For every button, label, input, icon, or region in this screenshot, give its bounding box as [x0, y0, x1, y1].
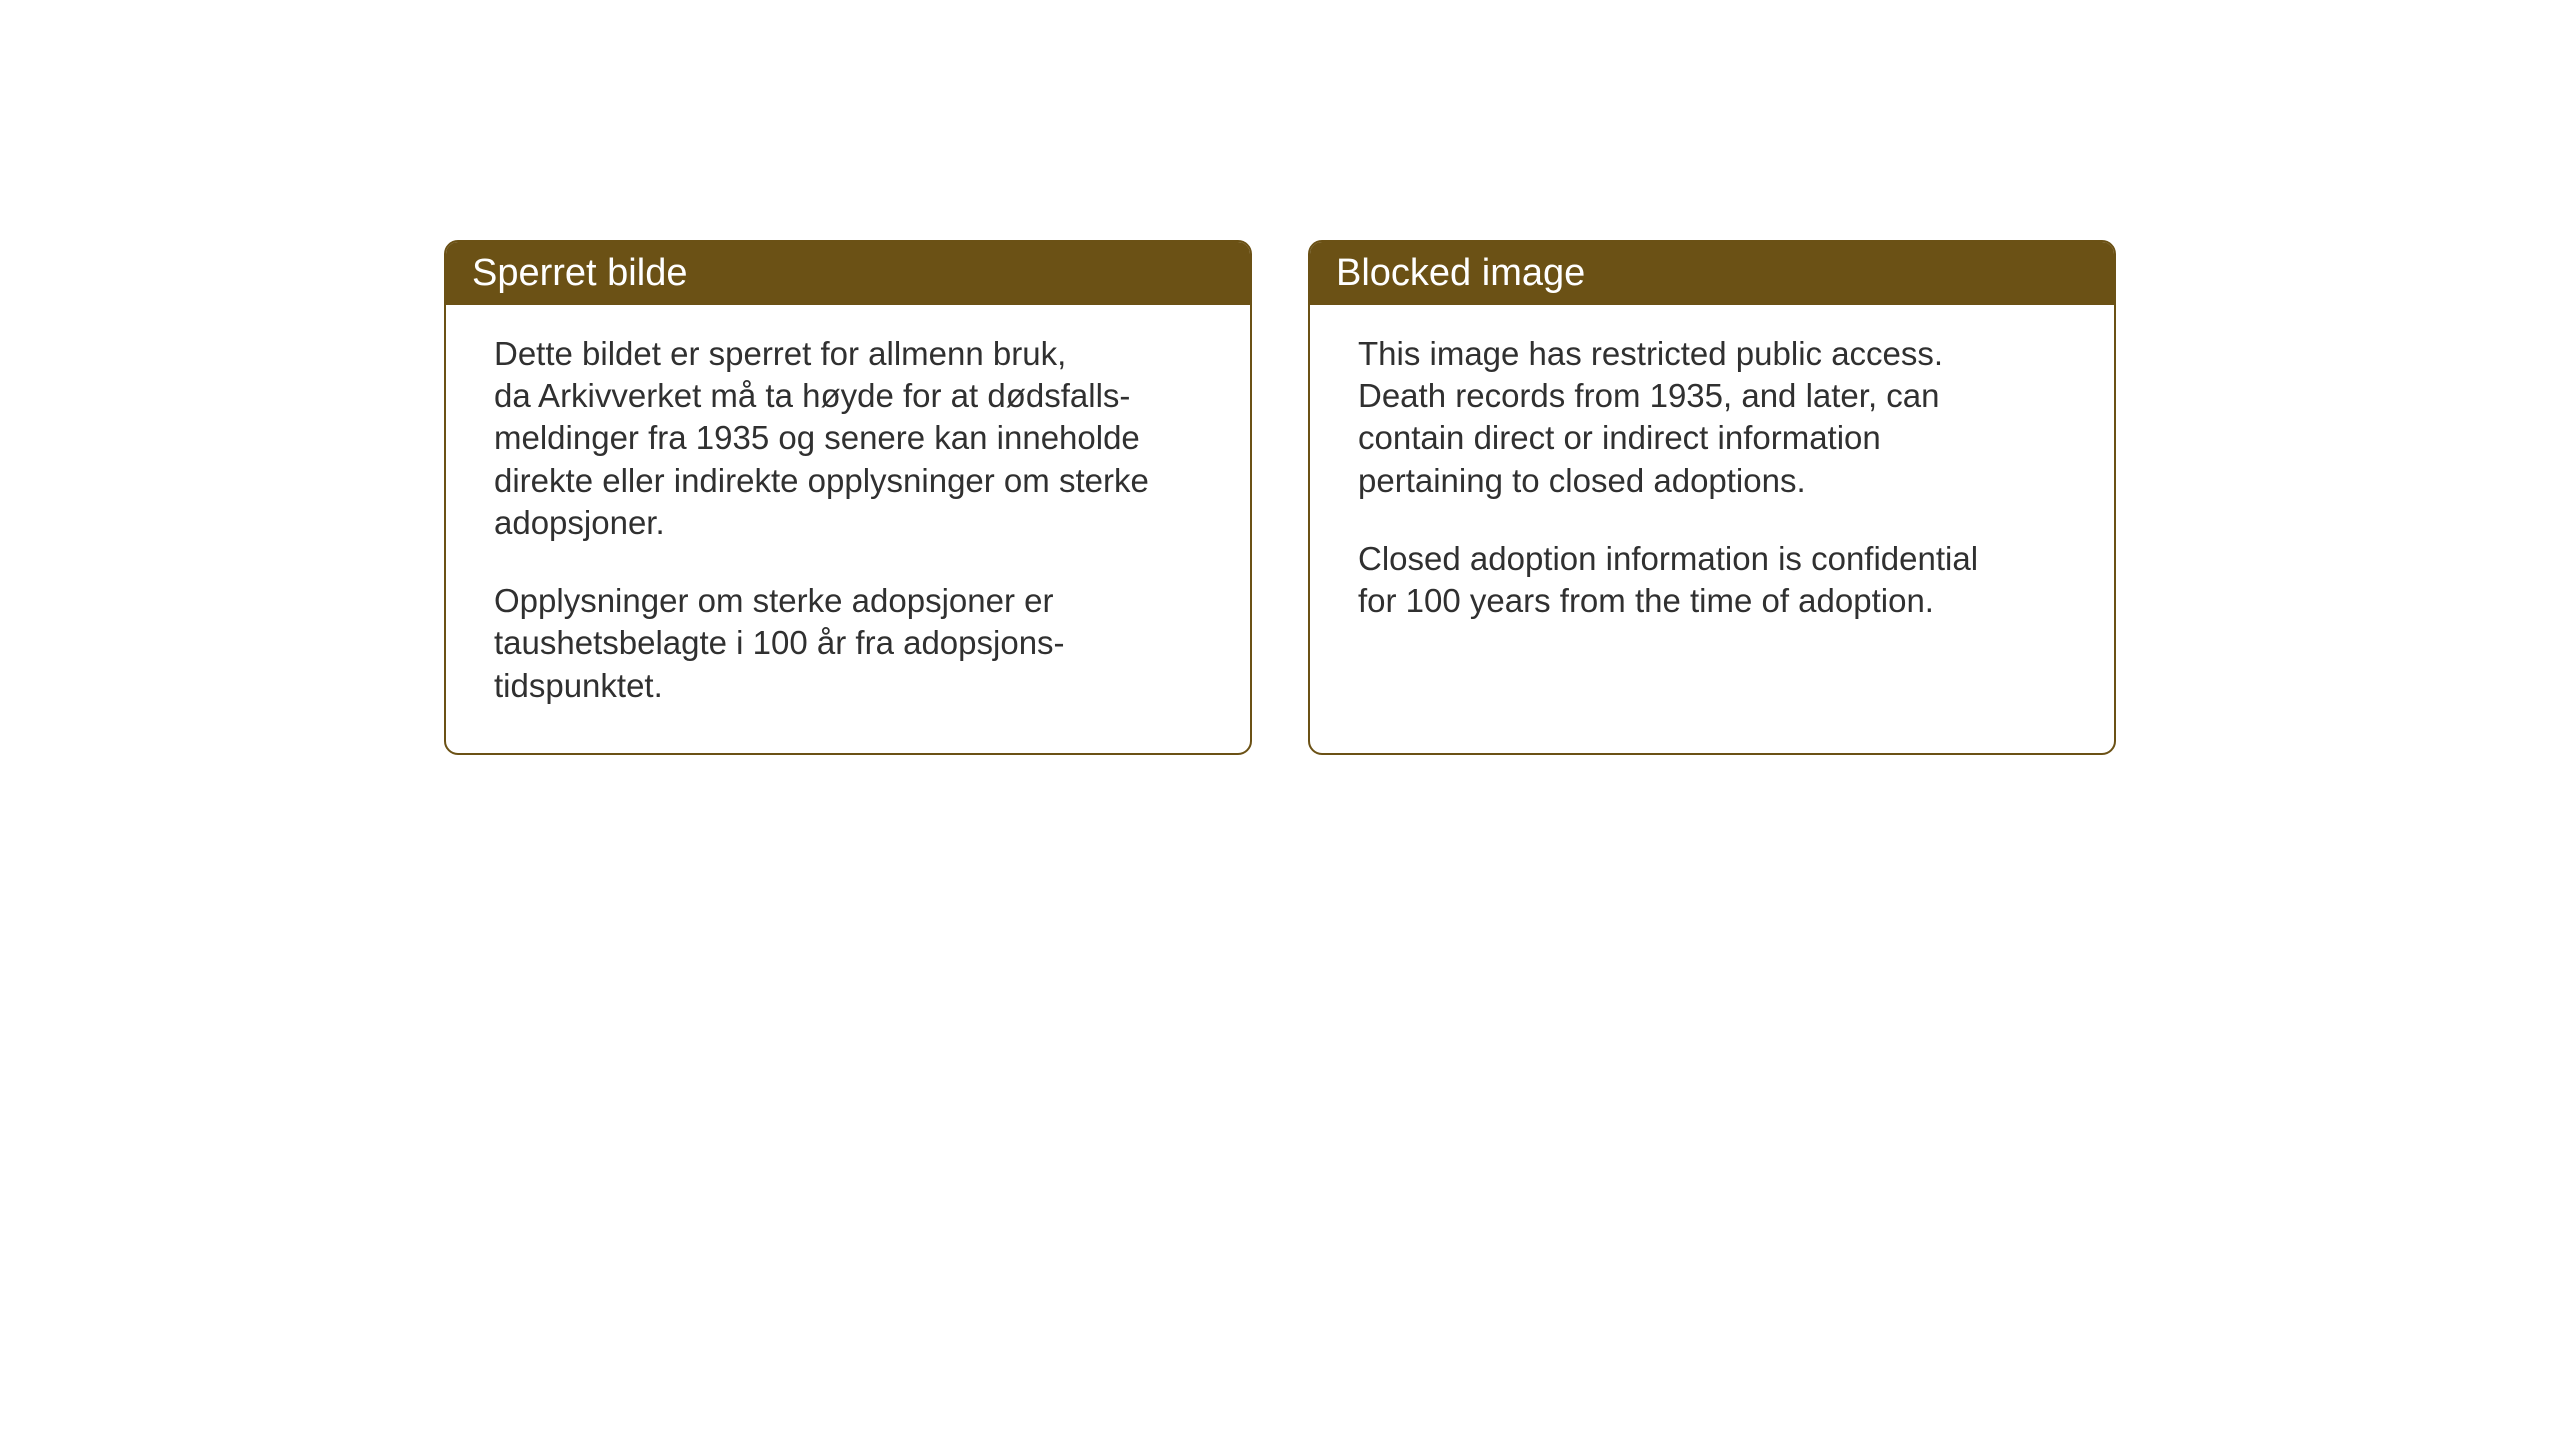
- card-paragraph: This image has restricted public access.…: [1358, 333, 2066, 502]
- card-body-norwegian: Dette bildet er sperret for allmenn bruk…: [446, 305, 1250, 753]
- notice-card-english: Blocked image This image has restricted …: [1308, 240, 2116, 755]
- card-header-english: Blocked image: [1310, 242, 2114, 305]
- notice-cards-container: Sperret bilde Dette bildet er sperret fo…: [444, 240, 2116, 755]
- card-body-english: This image has restricted public access.…: [1310, 305, 2114, 753]
- card-paragraph: Closed adoption information is confident…: [1358, 538, 2066, 622]
- card-paragraph: Dette bildet er sperret for allmenn bruk…: [494, 333, 1202, 544]
- notice-card-norwegian: Sperret bilde Dette bildet er sperret fo…: [444, 240, 1252, 755]
- card-title: Blocked image: [1336, 252, 1585, 294]
- card-title: Sperret bilde: [472, 252, 687, 294]
- card-header-norwegian: Sperret bilde: [446, 242, 1250, 305]
- card-paragraph: Opplysninger om sterke adopsjoner er tau…: [494, 580, 1202, 707]
